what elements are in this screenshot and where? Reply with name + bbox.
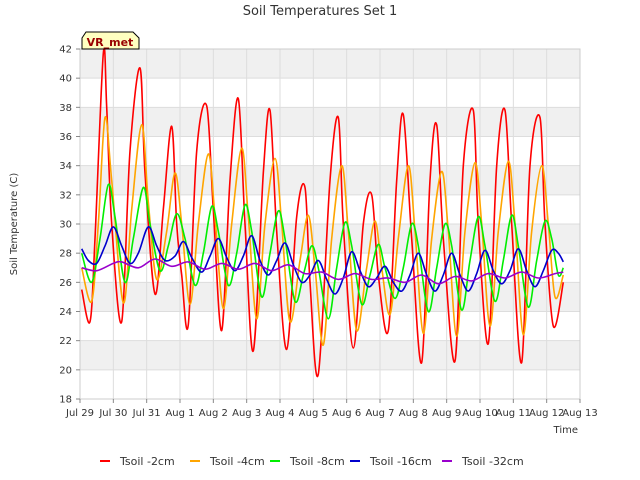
y-tick-label: 38: [59, 103, 72, 114]
background-band: [80, 49, 580, 79]
x-tick-label: Aug 4: [265, 408, 294, 419]
legend-label: Tsoil -4cm: [209, 455, 265, 468]
background-band: [80, 107, 580, 137]
y-tick-label: 26: [59, 278, 72, 289]
x-tick-label: Aug 13: [562, 408, 597, 419]
legend: Tsoil -2cm Tsoil -4cm Tsoil -8cm Tsoil -16c…: [100, 455, 524, 468]
x-tick-label: Aug 10: [462, 408, 497, 419]
y-tick-label: 36: [59, 132, 72, 143]
legend-label: Tsoil -32cm: [461, 455, 524, 468]
series-line-tsoil-16cm: [80, 226, 565, 295]
x-axis-label: Time: [553, 425, 578, 436]
x-axis-ticks: Jul 29 Jul 30 Jul 31 Aug 1 Aug 2 Aug 3 Aug 4 Au…: [65, 399, 598, 419]
x-tick-label: Aug 5: [299, 408, 328, 419]
y-tick-label: 32: [59, 190, 72, 201]
y-tick-label: 24: [59, 307, 72, 318]
series-line-tsoil-2cm: [80, 47, 565, 378]
x-tick-label: Aug 9: [432, 408, 461, 419]
series-line-tsoil-32cm: [81, 258, 564, 285]
x-tick-label: Aug 2: [199, 408, 228, 419]
y-tick-label: 42: [59, 45, 72, 56]
badge: VR_met: [81, 31, 140, 50]
background-bands: [80, 49, 580, 370]
background-band: [80, 340, 580, 370]
y-tick-label: 34: [59, 161, 72, 172]
x-tick-label: Jul 29: [65, 408, 94, 419]
y-axis-ticks: 18 20 22 24 26 28 30 32 34 36 38 40 42: [59, 45, 80, 406]
y-tick-label: 22: [59, 336, 72, 347]
x-tick-label: Aug 3: [232, 408, 261, 419]
x-tick-label: Jul 31: [132, 408, 161, 419]
y-tick-label: 18: [59, 395, 72, 406]
x-tick-label: Aug 8: [399, 408, 428, 419]
y-tick-label: 28: [59, 249, 72, 260]
badge-label: VR_met: [87, 36, 134, 49]
series-lines: [80, 47, 565, 378]
chart-title: Soil Temperatures Set 1: [243, 4, 398, 19]
x-tick-label: Jul 30: [98, 408, 127, 419]
x-tick-label: Aug 12: [529, 408, 564, 419]
y-axis-label: Soil Temperature (C): [9, 173, 20, 276]
legend-label: Tsoil -8cm: [289, 455, 345, 468]
legend-label: Tsoil -16cm: [369, 455, 432, 468]
x-tick-label: Aug 1: [165, 408, 194, 419]
y-tick-label: 30: [59, 220, 72, 231]
x-tick-label: Aug 6: [332, 408, 361, 419]
y-tick-label: 20: [59, 365, 72, 376]
x-tick-label: Aug 7: [365, 408, 394, 419]
series-line-tsoil-4cm: [80, 115, 565, 346]
badge-shape: [81, 31, 140, 50]
legend-label: Tsoil -2cm: [119, 455, 175, 468]
x-tick-label: Aug 11: [496, 408, 531, 419]
series-line-tsoil-8cm: [80, 183, 565, 320]
y-tick-label: 40: [59, 74, 72, 85]
